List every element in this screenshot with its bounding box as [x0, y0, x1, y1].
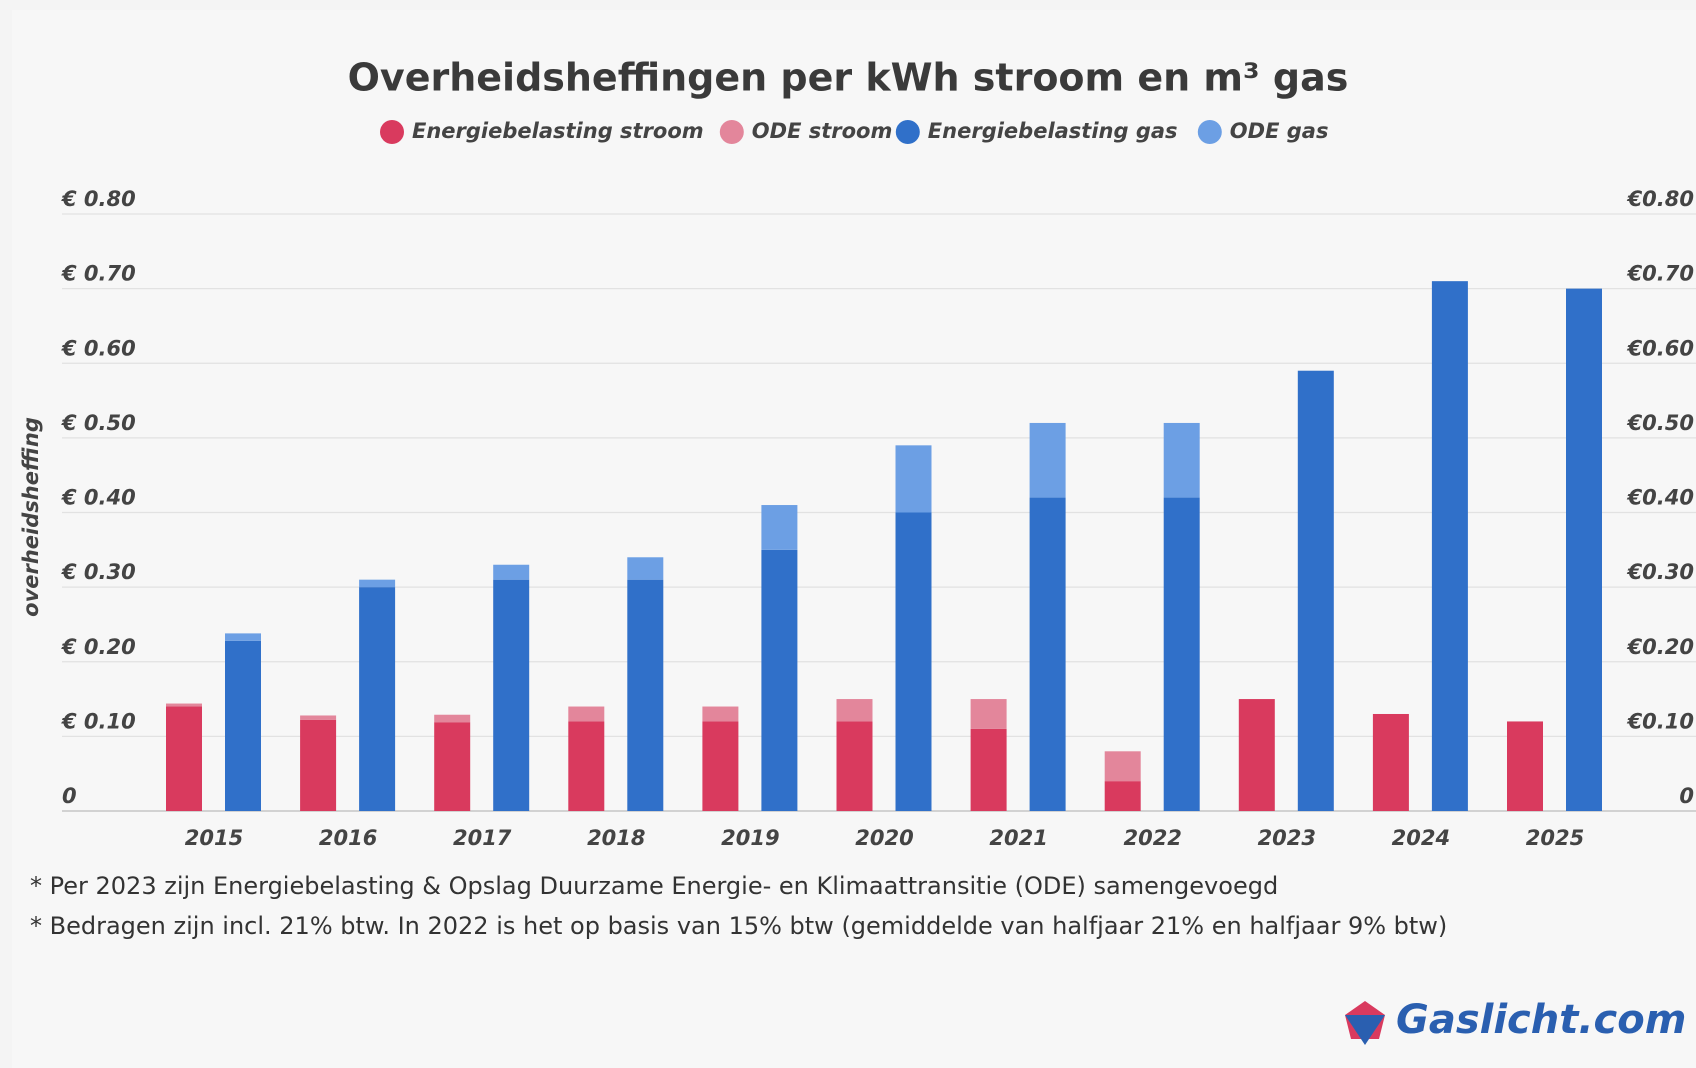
- y-tick-label: € 0.80: [61, 187, 136, 211]
- legend-label: ODE stroom: [752, 119, 893, 143]
- bar: [895, 445, 932, 513]
- x-tick-label: 2016: [319, 826, 377, 850]
- footnote: * Bedragen zijn incl. 21% btw. In 2022 i…: [30, 912, 1447, 940]
- logo: Gaslicht.com: [1396, 997, 1686, 1043]
- bar: [702, 721, 739, 811]
- bar: [568, 706, 605, 722]
- bar: [359, 579, 396, 588]
- legend-swatch: [380, 120, 404, 144]
- legend-swatch: [895, 120, 920, 144]
- bar: [434, 714, 471, 723]
- x-tick-label: 2023: [1258, 826, 1316, 850]
- x-tick-label: 2024: [1392, 826, 1450, 850]
- y-tick-label: € 0.50: [61, 411, 136, 435]
- x-tick-label: 2020: [855, 826, 913, 850]
- y2-tick-label: €0.40: [1627, 486, 1694, 510]
- y-tick-label: € 0.70: [61, 262, 136, 286]
- bar: [1163, 497, 1200, 811]
- y2-tick-label: €0.50: [1627, 411, 1694, 435]
- footnote: * Per 2023 zijn Energiebelasting & Opsla…: [30, 872, 1278, 900]
- bar: [702, 706, 739, 722]
- card: [12, 10, 1696, 1068]
- y-tick-label: € 0.60: [61, 336, 136, 360]
- chart-title: Overheidsheffingen per kWh stroom en m³ …: [348, 56, 1349, 100]
- y-axis-label: overheidsheffing: [19, 417, 43, 617]
- bar: [1431, 281, 1468, 812]
- logo-icon: [1345, 1001, 1385, 1045]
- y-tick-label: € 0.40: [61, 486, 136, 510]
- bar: [300, 715, 337, 720]
- bar: [970, 728, 1007, 811]
- bar: [1104, 781, 1141, 811]
- bar: [836, 721, 873, 811]
- bar: [1566, 288, 1602, 811]
- bar: [895, 512, 932, 811]
- bar: [836, 699, 873, 722]
- y2-tick-label: €0.20: [1627, 635, 1694, 659]
- bar: [166, 706, 202, 811]
- x-tick-label: 2022: [1123, 826, 1181, 850]
- bar: [970, 699, 1007, 729]
- bar: [1238, 699, 1275, 811]
- y-tick-label: € 0.30: [61, 560, 136, 584]
- bar: [761, 549, 798, 811]
- bar: [1029, 497, 1066, 811]
- bar: [1163, 422, 1200, 498]
- x-tick-label: 2025: [1526, 826, 1584, 850]
- x-tick-label: 2019: [721, 826, 779, 850]
- y2-tick-label: €0.30: [1627, 560, 1694, 584]
- bar: [761, 505, 798, 550]
- bar: [225, 640, 261, 811]
- y2-tick-label: €0.70: [1627, 262, 1694, 286]
- bar: [493, 579, 530, 811]
- x-tick-label: 2018: [587, 826, 645, 850]
- bar: [166, 703, 202, 707]
- bar: [1372, 713, 1409, 811]
- bar: [225, 633, 261, 641]
- legend-label: Energiebelasting gas: [928, 119, 1178, 143]
- y-tick-label: 0: [62, 784, 77, 808]
- legend-label: ODE gas: [1230, 119, 1329, 143]
- legend-label: Energiebelasting stroom: [412, 119, 704, 143]
- y-tick-label: € 0.20: [61, 635, 136, 659]
- bar: [434, 722, 471, 811]
- bar: [359, 587, 396, 811]
- legend-swatch: [719, 120, 744, 144]
- bar: [1507, 721, 1543, 811]
- bar: [627, 579, 664, 811]
- bar: [627, 557, 664, 580]
- y2-tick-label: €0.60: [1627, 336, 1694, 360]
- x-tick-label: 2021: [989, 826, 1047, 850]
- bar: [568, 721, 605, 811]
- bar: [1029, 422, 1066, 498]
- bar: [493, 564, 530, 580]
- bar: [1104, 751, 1141, 782]
- x-tick-label: 2017: [453, 826, 512, 850]
- y-tick-label: € 0.10: [61, 709, 136, 733]
- legend-swatch: [1197, 120, 1222, 144]
- y2-tick-label: 0: [1679, 784, 1694, 808]
- x-tick-label: 2015: [185, 826, 243, 850]
- y2-tick-label: €0.80: [1627, 187, 1694, 211]
- y2-tick-label: €0.10: [1627, 709, 1694, 733]
- bar: [1297, 370, 1334, 811]
- bar: [300, 719, 337, 811]
